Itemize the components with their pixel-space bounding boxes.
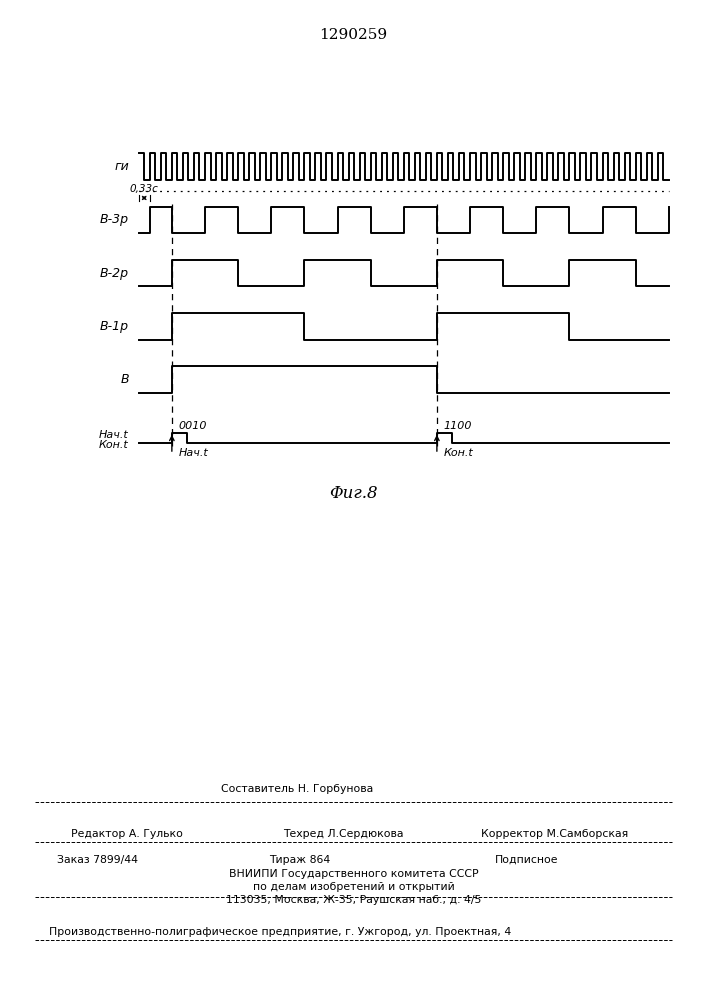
Text: Подписное: Подписное [495,855,559,865]
Text: ВНИИПИ Государственного комитета СССР: ВНИИПИ Государственного комитета СССР [228,869,479,879]
Text: В-3р: В-3р [100,213,129,226]
Text: 0010: 0010 [178,421,207,431]
Text: Нач.t: Нач.t [178,448,209,458]
Text: Производственно-полиграфическое предприятие, г. Ужгород, ул. Проектная, 4: Производственно-полиграфическое предприя… [49,927,512,937]
Text: Техред Л.Сердюкова: Техред Л.Сердюкова [283,829,403,839]
Text: по делам изобретений и открытий: по делам изобретений и открытий [252,882,455,892]
Text: В-2р: В-2р [100,267,129,280]
Text: Составитель Н. Горбунова: Составитель Н. Горбунова [221,784,373,794]
Text: Кон.t: Кон.t [99,440,129,450]
Text: Тираж 864: Тираж 864 [269,855,330,865]
Text: 113035, Москва, Ж-35, Раушская наб., д. 4/5: 113035, Москва, Ж-35, Раушская наб., д. … [226,895,481,905]
Text: В-1р: В-1р [100,320,129,333]
Text: ги: ги [114,160,129,173]
Text: 0,33с: 0,33с [130,184,158,194]
Text: 1100: 1100 [443,421,472,431]
Text: Φиг.8: Φиг.8 [329,485,378,502]
Text: 1290259: 1290259 [320,28,387,42]
Text: В: В [120,373,129,386]
Text: Заказ 7899/44: Заказ 7899/44 [57,855,138,865]
Text: Нач.t: Нач.t [99,430,129,440]
Text: Кон.t: Кон.t [443,448,473,458]
Text: Редактор А. Гулько: Редактор А. Гулько [71,829,182,839]
Text: Корректор М.Самборская: Корректор М.Самборская [481,829,628,839]
